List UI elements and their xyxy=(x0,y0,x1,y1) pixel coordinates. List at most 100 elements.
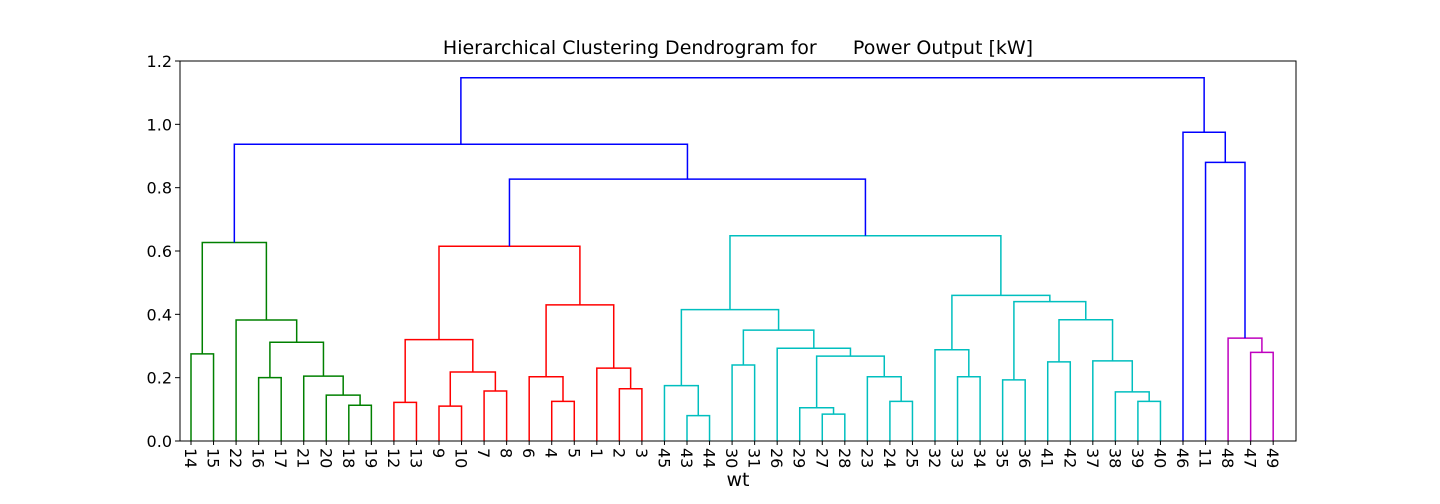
leaf-label: 9 xyxy=(429,448,448,458)
cluster-link-AB xyxy=(776,347,852,441)
leaf-label: 36 xyxy=(1015,448,1034,468)
cluster-link-J xyxy=(438,405,463,441)
leaf-label: 43 xyxy=(677,448,696,468)
cluster-link-AK xyxy=(1092,360,1134,441)
leaf-label: 15 xyxy=(204,448,223,468)
leaf-label: 1 xyxy=(587,448,606,458)
leaf-label: 47 xyxy=(1241,448,1260,468)
leaf-label: 2 xyxy=(609,448,628,458)
cluster-link-C xyxy=(348,404,373,441)
leaf-label: 3 xyxy=(632,448,651,458)
cluster-link-AD xyxy=(680,308,780,386)
leaf-label: 26 xyxy=(767,448,786,468)
cluster-link-A xyxy=(190,353,215,441)
plot-frame xyxy=(179,60,1297,442)
y-tick-label: 0.8 xyxy=(147,179,172,198)
leaf-label: 14 xyxy=(181,448,200,468)
cluster-link-R xyxy=(545,304,615,377)
leaf-label: 31 xyxy=(745,448,764,468)
y-tick-label: 0.4 xyxy=(147,305,172,324)
leaf-label: 4 xyxy=(542,448,561,458)
cluster-link-AP xyxy=(508,178,867,247)
chart-title: Hierarchical Clustering Dendrogram for P… xyxy=(443,37,1033,59)
leaf-label: 35 xyxy=(993,448,1012,468)
cluster-link-E xyxy=(302,375,344,441)
x-axis-label: wt xyxy=(727,469,750,491)
cluster-link-X xyxy=(798,407,835,441)
y-tick-label: 1.0 xyxy=(147,115,172,134)
y-tick-label: 0.6 xyxy=(147,242,172,261)
leaf-label: 19 xyxy=(361,448,380,468)
leaf-label: 7 xyxy=(474,448,493,458)
cluster-link-Y xyxy=(889,400,914,441)
leaf-label: 11 xyxy=(1196,448,1215,468)
cluster-link-AT xyxy=(1204,161,1246,441)
leaf-label: 41 xyxy=(1038,448,1057,468)
cluster-link-AH xyxy=(1046,361,1072,441)
leaf-label: 16 xyxy=(249,448,268,468)
cluster-link-B xyxy=(257,376,282,441)
leaf-label: 33 xyxy=(948,448,967,468)
cluster-link-AQ xyxy=(233,143,689,243)
leaf-label: 5 xyxy=(564,448,583,458)
leaf-label: 49 xyxy=(1263,448,1282,468)
y-tick-label: 0.0 xyxy=(147,432,172,451)
cluster-link-AJ xyxy=(1114,391,1150,441)
cluster-link-AU xyxy=(1182,131,1227,441)
leaf-label: 38 xyxy=(1105,448,1124,468)
cluster-link-AN xyxy=(951,294,1051,350)
cluster-link-O xyxy=(528,375,564,441)
cluster-link-AC xyxy=(742,329,815,365)
cluster-link-L xyxy=(449,371,497,407)
leaf-label: 12 xyxy=(384,448,403,468)
cluster-link-W xyxy=(821,413,846,441)
leaf-label: 24 xyxy=(880,448,899,468)
leaf-label: 29 xyxy=(790,448,809,468)
x-axis: 14 15 22 16 17 21 20 18 19 12 13 9 10 7 8 6 4 5 1 2 3 45 43 44 3… xyxy=(181,441,1282,468)
leaf-label: 18 xyxy=(339,448,358,468)
cluster-link-N xyxy=(550,400,576,441)
leaf-label: 20 xyxy=(316,448,335,468)
cluster-link-G xyxy=(235,319,298,441)
y-tick-label: 0.2 xyxy=(147,369,172,388)
leaf-label: 45 xyxy=(654,448,673,468)
leaf-label: 13 xyxy=(406,448,425,468)
leaf-label: 28 xyxy=(835,448,854,468)
cluster-link-F xyxy=(269,341,325,378)
cluster-link-S xyxy=(438,245,581,340)
dendrogram-links xyxy=(190,77,1274,441)
cluster-link-I xyxy=(393,401,418,441)
leaf-label: 10 xyxy=(452,448,471,468)
leaf-label: 32 xyxy=(925,448,944,468)
y-tick-label: 1.2 xyxy=(147,52,172,71)
cluster-link-H xyxy=(201,241,268,354)
cluster-link-AG xyxy=(1001,379,1026,441)
cluster-link-AM xyxy=(1013,300,1087,380)
leaf-label: 34 xyxy=(970,448,989,468)
cluster-link-Z xyxy=(866,375,902,441)
leaf-label: 30 xyxy=(722,448,741,468)
leaf-label: 6 xyxy=(519,448,538,458)
leaf-label: 23 xyxy=(857,448,876,468)
leaf-label: 8 xyxy=(497,448,516,458)
cluster-link-AV xyxy=(460,77,1205,145)
cluster-link-AE xyxy=(956,375,981,441)
y-axis: 0.0 0.2 0.4 0.6 0.8 1.0 1.2 xyxy=(147,52,180,451)
cluster-link-V xyxy=(731,364,756,441)
leaf-label: 44 xyxy=(700,448,719,468)
leaf-label: 27 xyxy=(812,448,831,468)
leaf-label: 39 xyxy=(1128,448,1147,468)
cluster-link-T xyxy=(686,414,711,441)
cluster-link-D xyxy=(325,394,361,441)
leaf-label: 42 xyxy=(1060,448,1079,468)
cluster-link-AL xyxy=(1058,318,1114,362)
cluster-link-AI xyxy=(1137,400,1162,441)
cluster-link-P xyxy=(618,388,643,441)
leaf-label: 37 xyxy=(1083,448,1102,468)
cluster-link-M xyxy=(404,338,474,403)
leaf-label: 17 xyxy=(271,448,290,468)
cluster-link-AF xyxy=(934,349,970,441)
cluster-link-AS xyxy=(1227,337,1263,441)
cluster-link-AO xyxy=(729,235,1002,310)
